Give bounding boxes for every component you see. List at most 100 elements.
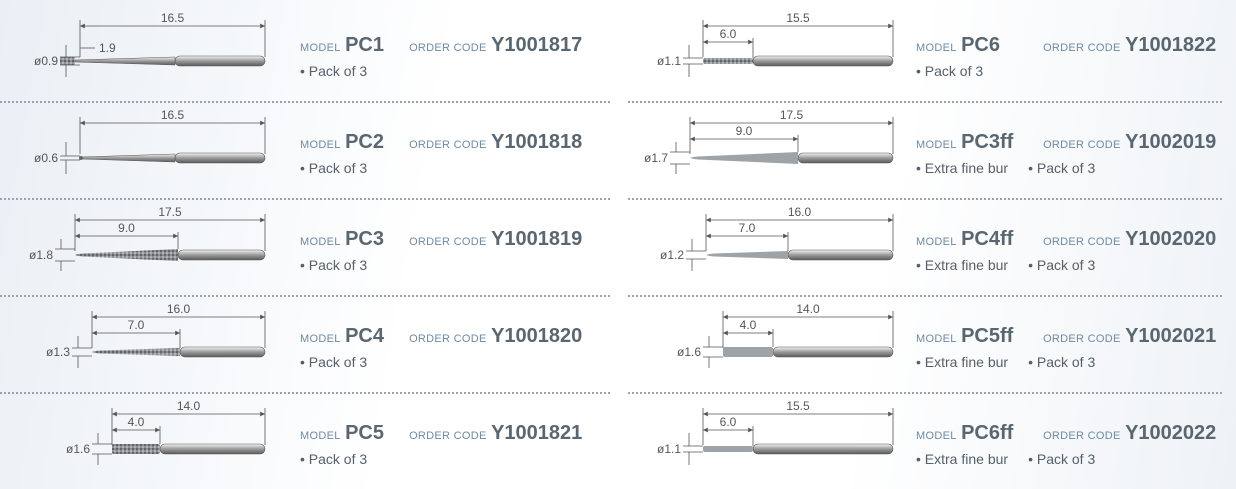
tip-label: 1.9 bbox=[99, 41, 116, 55]
order-code: Y1001817 bbox=[491, 34, 583, 56]
note-text: Pack of 3 bbox=[924, 63, 984, 79]
diameter-label: ø1.6 bbox=[66, 442, 90, 456]
bur-head bbox=[60, 57, 75, 65]
model-line: MODEL PC3ff ORDER CODE Y1002019 bbox=[916, 131, 1216, 154]
shank bbox=[752, 443, 894, 455]
model-name: PC5 bbox=[345, 422, 384, 444]
tip-label: 7.0 bbox=[128, 318, 145, 332]
note-text: Extra fine bur bbox=[924, 257, 1009, 273]
notes: • Pack of 3 bbox=[916, 63, 1216, 79]
bur-drawing: 16.0 7.0 ø1.2 bbox=[660, 205, 894, 271]
bur-drawing: 15.5 6.0 ø1.1 bbox=[657, 11, 894, 77]
order-code-label: ORDER CODE bbox=[1043, 139, 1121, 151]
model-label: MODEL bbox=[916, 236, 957, 248]
order-code-label: ORDER CODE bbox=[1043, 430, 1121, 442]
model-line: MODEL PC5ff ORDER CODE Y1002021 bbox=[916, 325, 1216, 348]
order-code-label: ORDER CODE bbox=[409, 430, 487, 442]
bur-drawing: 16.0 7.0 ø1.3 bbox=[46, 302, 266, 368]
notes: • Extra fine bur • Pack of 3 bbox=[916, 451, 1216, 467]
diameter-label: ø1.8 bbox=[29, 248, 53, 262]
tip-label: 4.0 bbox=[128, 415, 145, 429]
model-label: MODEL bbox=[300, 42, 341, 54]
order-code-label: ORDER CODE bbox=[409, 42, 487, 54]
note-item: • Pack of 3 bbox=[300, 160, 368, 176]
note-text: Pack of 3 bbox=[308, 354, 368, 370]
product-row: 17.5 9.0 ø1.7 MODEL PC3ff ORDER CODE Y100201… bbox=[628, 101, 1222, 200]
product-row: 15.5 6.0 ø1.1 MODEL PC6ff ORDER CODE Y100202… bbox=[628, 392, 1222, 489]
shank bbox=[797, 152, 894, 164]
order-code: Y1001820 bbox=[491, 325, 583, 347]
note-item: • Pack of 3 bbox=[1028, 257, 1096, 273]
product-info: MODEL PC1 ORDER CODE Y1001817 • Pack of 3 bbox=[300, 34, 582, 79]
notes: • Extra fine bur • Pack of 3 bbox=[916, 257, 1216, 273]
order-code: Y1001821 bbox=[491, 422, 583, 444]
diameter-label: ø1.1 bbox=[657, 442, 681, 456]
bur-drawing: 16.5 1.9 ø0.9 bbox=[34, 11, 266, 77]
product-info: MODEL PC4 ORDER CODE Y1001820 • Pack of 3 bbox=[300, 325, 582, 370]
note-item: • Pack of 3 bbox=[1028, 160, 1096, 176]
bur-head bbox=[723, 347, 773, 357]
product-info: MODEL PC5 ORDER CODE Y1001821 • Pack of 3 bbox=[300, 422, 582, 467]
diameter-label: ø0.6 bbox=[34, 151, 58, 165]
model-name: PC4ff bbox=[961, 228, 1014, 250]
tip-label: 6.0 bbox=[720, 27, 737, 41]
shank bbox=[752, 55, 894, 67]
product-info: MODEL PC3ff ORDER CODE Y1002019 • Extra fi… bbox=[916, 131, 1216, 176]
product-row: 14.0 4.0 ø1.6 MODEL PC5ff ORDER CODE Y100202… bbox=[628, 295, 1222, 394]
model-name: PC6ff bbox=[961, 422, 1014, 444]
bur-head bbox=[92, 348, 180, 356]
model-label: MODEL bbox=[916, 42, 957, 54]
order-code: Y1002020 bbox=[1125, 228, 1217, 250]
bur-drawing: 17.5 9.0 ø1.8 bbox=[29, 205, 266, 271]
note-item: • Pack of 3 bbox=[1028, 354, 1096, 370]
model-label: MODEL bbox=[300, 333, 341, 345]
product-row: 17.5 9.0 ø1.8 MODEL PC3 ORDER CODE Y1001819 •… bbox=[0, 198, 610, 297]
order-code-label: ORDER CODE bbox=[1043, 236, 1121, 248]
length-label: 16.0 bbox=[788, 205, 812, 219]
model-name: PC3ff bbox=[961, 131, 1014, 153]
notes: • Extra fine bur • Pack of 3 bbox=[916, 354, 1216, 370]
bur-head bbox=[112, 444, 160, 454]
bur-head bbox=[690, 152, 798, 164]
product-row: 16.0 7.0 ø1.2 MODEL PC4ff ORDER CODE Y100202… bbox=[628, 198, 1222, 297]
diameter-label: ø0.9 bbox=[34, 54, 58, 68]
order-code: Y1001818 bbox=[491, 131, 583, 153]
notes: • Extra fine bur • Pack of 3 bbox=[916, 160, 1216, 176]
note-item: • Pack of 3 bbox=[300, 257, 368, 273]
order-code: Y1002019 bbox=[1125, 131, 1217, 153]
model-line: MODEL PC1 ORDER CODE Y1001817 bbox=[300, 34, 582, 57]
note-text: Pack of 3 bbox=[1036, 354, 1096, 370]
note-item: • Extra fine bur bbox=[916, 451, 1009, 467]
note-text: Extra fine bur bbox=[924, 451, 1009, 467]
bur-head bbox=[703, 446, 753, 452]
length-label: 14.0 bbox=[796, 302, 820, 316]
note-text: Pack of 3 bbox=[308, 160, 368, 176]
note-item: • Pack of 3 bbox=[1028, 451, 1096, 467]
model-line: MODEL PC5 ORDER CODE Y1001821 bbox=[300, 422, 582, 445]
order-code-label: ORDER CODE bbox=[1043, 42, 1121, 54]
diameter-label: ø1.3 bbox=[46, 345, 70, 359]
note-text: Pack of 3 bbox=[1036, 257, 1096, 273]
tip-label: 6.0 bbox=[720, 415, 737, 429]
model-label: MODEL bbox=[916, 430, 957, 442]
length-label: 17.5 bbox=[780, 108, 804, 122]
note-item: • Pack of 3 bbox=[300, 451, 368, 467]
neck bbox=[74, 56, 176, 66]
note-item: • Pack of 3 bbox=[916, 63, 984, 79]
note-item: • Extra fine bur bbox=[916, 257, 1009, 273]
length-label: 16.5 bbox=[161, 108, 185, 122]
model-line: MODEL PC6ff ORDER CODE Y1002022 bbox=[916, 422, 1216, 445]
product-row: 14.0 4.0 ø1.6 MODEL PC5 ORDER CODE Y1001821 •… bbox=[0, 392, 610, 489]
bur-drawing: 17.5 9.0 ø1.7 bbox=[644, 108, 894, 174]
neck bbox=[81, 153, 176, 163]
length-label: 16.0 bbox=[167, 302, 191, 316]
note-text: Extra fine bur bbox=[924, 160, 1009, 176]
notes: • Pack of 3 bbox=[300, 257, 582, 273]
length-label: 15.5 bbox=[786, 11, 810, 25]
note-item: • Extra fine bur bbox=[916, 354, 1009, 370]
product-row: 16.5 1.9 ø0.9 MODEL PC1 ORDER CODE Y1001817 •… bbox=[0, 4, 610, 103]
bur-drawing: 15.5 6.0 ø1.1 bbox=[657, 399, 894, 465]
diameter-label: ø1.6 bbox=[677, 345, 701, 359]
model-line: MODEL PC4 ORDER CODE Y1001820 bbox=[300, 325, 582, 348]
